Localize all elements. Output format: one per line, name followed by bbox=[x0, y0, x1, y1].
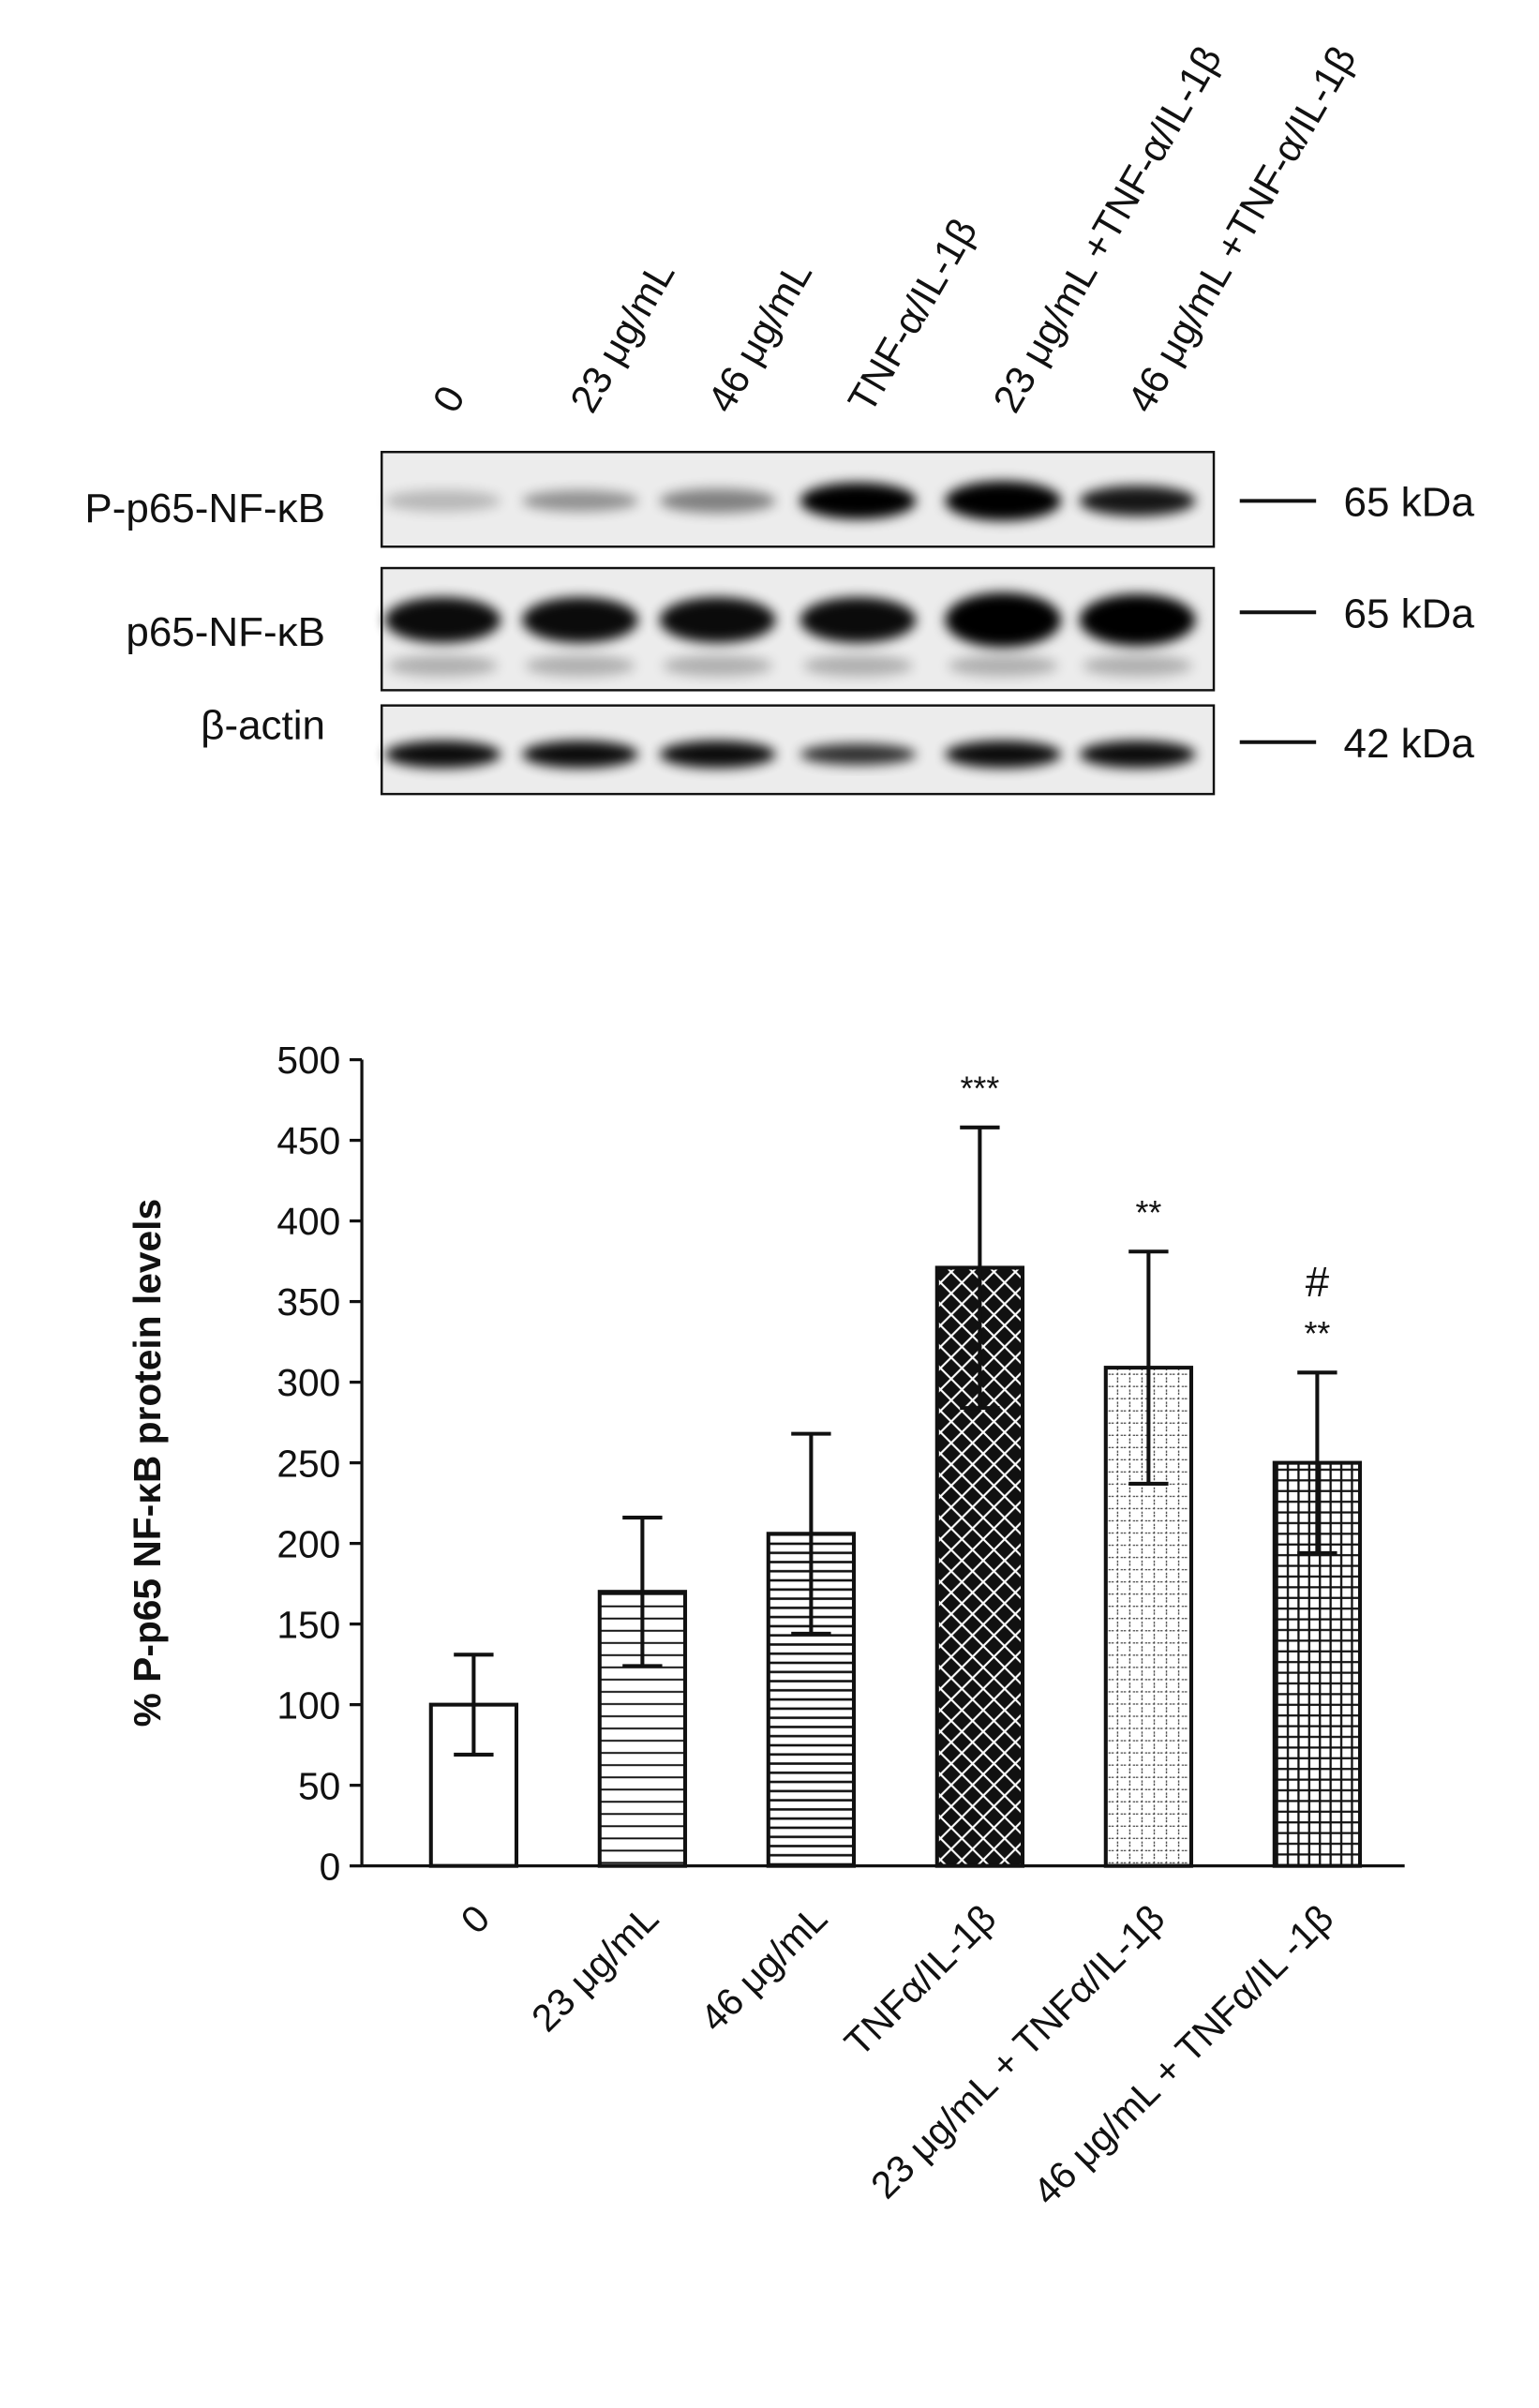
y-tick-label: 200 bbox=[276, 1522, 340, 1565]
y-tick-label: 400 bbox=[276, 1200, 340, 1243]
blot-band bbox=[384, 596, 501, 643]
blot-band bbox=[1082, 654, 1193, 677]
x-tick-label: TNFα/IL-1β bbox=[836, 1896, 1004, 2064]
row-label: P-p65-NF-κB bbox=[84, 486, 325, 531]
blot-band bbox=[1079, 740, 1196, 769]
y-tick-label: 350 bbox=[276, 1280, 340, 1324]
lane-label: 0 bbox=[425, 379, 473, 420]
significance-label: ** bbox=[1135, 1194, 1161, 1232]
blot-band bbox=[522, 596, 638, 643]
blot-band bbox=[948, 654, 1058, 677]
lane-label: 46 μg/mL +TNF-α/IL-1β bbox=[1119, 38, 1365, 420]
blot-band bbox=[525, 654, 635, 677]
blot-band bbox=[384, 740, 501, 769]
blot-band bbox=[799, 482, 917, 519]
blot-band bbox=[945, 740, 1062, 769]
blot-band bbox=[662, 654, 773, 677]
lane-label: 23 μg/mL +TNF-α/IL-1β bbox=[984, 38, 1230, 420]
blot-band bbox=[659, 488, 776, 514]
blot-band bbox=[659, 740, 776, 769]
size-label: 65 kDa bbox=[1343, 480, 1474, 526]
y-tick-label: 100 bbox=[276, 1683, 340, 1727]
y-tick-label: 450 bbox=[276, 1119, 340, 1162]
blot-band bbox=[387, 654, 499, 677]
y-tick-label: 150 bbox=[276, 1603, 340, 1646]
row-label: β-actin bbox=[201, 702, 325, 748]
significance-label: # bbox=[1306, 1258, 1330, 1306]
row-label: p65-NF-κB bbox=[126, 609, 325, 655]
y-tick-label: 0 bbox=[320, 1845, 341, 1888]
x-tick-label: 23 μg/mL + TNFα/IL-1β bbox=[862, 1896, 1173, 2206]
blot-panel bbox=[381, 566, 1216, 692]
blot-band bbox=[659, 596, 776, 643]
blot-band bbox=[799, 743, 917, 766]
y-tick-label: 500 bbox=[276, 1039, 340, 1082]
size-label: 65 kDa bbox=[1343, 591, 1474, 637]
blot-band bbox=[799, 596, 917, 643]
blot-band bbox=[1079, 486, 1196, 516]
x-tick-label: 46 μg/mL + TNFα/IL -1β bbox=[1024, 1896, 1341, 2213]
y-tick-label: 300 bbox=[276, 1361, 340, 1404]
significance-label: *** bbox=[960, 1069, 999, 1107]
y-tick-label: 250 bbox=[276, 1442, 340, 1485]
y-axis-label: % P-p65 NF-κB protein levels bbox=[126, 1199, 169, 1727]
y-tick-label: 50 bbox=[298, 1764, 340, 1807]
significance-label: ** bbox=[1304, 1315, 1330, 1353]
blot-band bbox=[945, 592, 1062, 648]
lane-label: TNF-α/IL-1β bbox=[840, 211, 986, 420]
x-tick-label: 46 μg/mL bbox=[692, 1896, 835, 2040]
blot-panel bbox=[381, 704, 1216, 796]
blot-band bbox=[522, 489, 638, 512]
blot-band bbox=[522, 740, 638, 769]
lane-label: 23 μg/mL bbox=[561, 253, 682, 419]
x-tick-label: 0 bbox=[453, 1896, 499, 1942]
blot-band bbox=[384, 489, 501, 512]
size-label: 42 kDa bbox=[1343, 721, 1474, 767]
blot-band bbox=[802, 654, 914, 677]
x-tick-label: 23 μg/mL bbox=[523, 1896, 666, 2040]
blot-band bbox=[1079, 593, 1196, 647]
blot-band bbox=[945, 481, 1062, 521]
lane-label: 46 μg/mL bbox=[699, 253, 820, 419]
blot-panel bbox=[381, 451, 1216, 548]
